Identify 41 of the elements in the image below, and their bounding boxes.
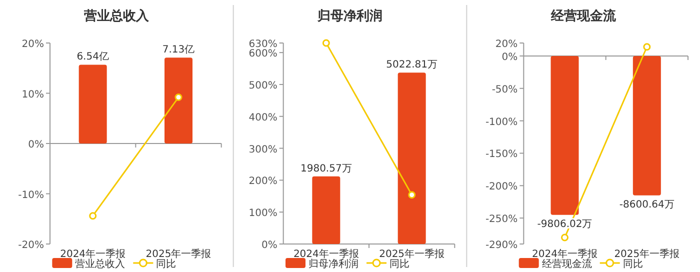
y-tick-label: -20% [18,240,44,251]
legend-label: 归母净利润 [308,258,358,270]
y-tick-label: 0% [28,140,44,150]
x-tick-label: 2025年一季报 [146,248,212,260]
data-label: 6.54亿 [76,52,109,63]
x-tick-label: 2024年一季报 [60,248,126,260]
chart-title: 归母净利润 [316,8,382,24]
legend-label: 营业总收入 [75,258,126,270]
legend-label: 同比 [156,258,176,270]
x-tick-label: 2024年一季报 [532,248,598,260]
legend-label: 经营现金流 [542,258,592,270]
y-tick-label: 0% [261,240,278,251]
x-tick-label: 2025年一季报 [379,248,445,260]
y-tick-label: 20% [22,39,44,50]
y-tick-label: -100% [485,116,518,128]
y-tick-label: -50% [492,84,518,96]
chart-title: 经营现金流 [550,8,617,24]
y-tick-label: 10% [22,89,44,100]
y-tick-label: -290% [485,240,518,251]
y-tick-label: 400% [248,112,278,124]
data-label: 1980.57万 [300,163,352,174]
y-tick-label: -200% [485,182,518,193]
data-label: -8600.64万 [619,199,674,210]
y-tick-label: 600% [248,48,278,60]
y-tick-label: 200% [248,176,278,188]
y-tick-label: -150% [485,149,518,160]
y-tick-label: 630% [248,39,278,50]
legend-label: 同比 [622,258,643,270]
data-label: 5022.81万 [386,60,438,71]
y-tick-label: 100% [248,208,278,220]
y-tick-label: -250% [485,214,518,226]
y-tick-label: 20% [495,39,518,50]
chart-title: 营业总收入 [83,8,150,24]
x-tick-label: 2025年一季报 [614,248,680,260]
x-tick-label: 2024年一季报 [293,248,359,260]
y-tick-label: 500% [248,80,278,92]
y-tick-label: 300% [248,144,278,156]
y-tick-label: -10% [18,190,44,201]
y-tick-label: 0% [502,52,518,63]
legend-label: 同比 [390,258,410,270]
data-label: 7.13亿 [162,44,195,56]
